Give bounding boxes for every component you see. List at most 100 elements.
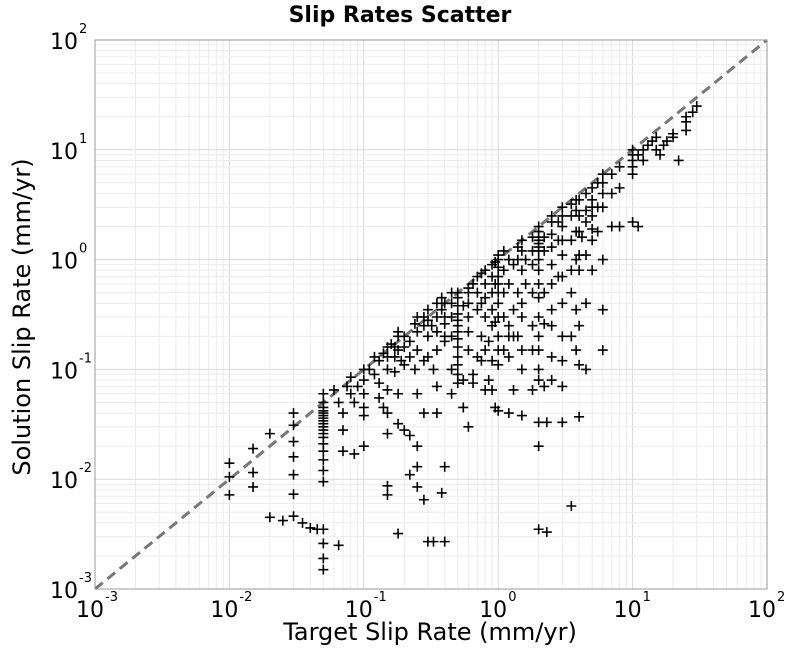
data-point — [557, 235, 568, 246]
data-point — [498, 245, 509, 256]
y-tick: 10-2 — [50, 461, 92, 494]
x-tick-label: 10 — [76, 598, 104, 623]
data-point — [614, 182, 625, 193]
data-point — [480, 278, 491, 289]
data-point — [476, 355, 487, 366]
x-tick-label: 10 — [614, 598, 642, 623]
data-point — [468, 378, 479, 389]
data-point — [533, 441, 544, 452]
data-point — [288, 408, 299, 419]
data-point — [458, 402, 469, 413]
data-point — [458, 300, 469, 311]
data-point — [651, 144, 662, 155]
data-point — [541, 417, 552, 428]
data-point — [580, 188, 591, 199]
data-point — [426, 320, 437, 331]
data-point — [439, 318, 450, 329]
data-point — [574, 265, 585, 276]
data-point — [288, 436, 299, 447]
data-point — [382, 364, 393, 375]
data-point — [422, 331, 433, 342]
x-tick: 10-1 — [345, 590, 387, 623]
data-point — [248, 467, 259, 478]
data-point — [472, 304, 483, 315]
y-tick-label: 10 — [50, 579, 78, 604]
data-point — [337, 408, 348, 419]
data-point — [476, 298, 487, 309]
data-point — [318, 446, 329, 457]
data-point — [337, 425, 348, 436]
y-tick-exponent: -3 — [79, 571, 92, 586]
data-point — [483, 336, 494, 347]
data-point — [328, 384, 339, 395]
data-point — [463, 312, 474, 323]
x-tick: 10-3 — [76, 590, 118, 623]
data-point — [490, 317, 501, 328]
data-point — [557, 202, 568, 213]
data-point — [571, 205, 582, 216]
data-point — [597, 188, 608, 199]
data-point — [539, 245, 550, 256]
data-point — [580, 298, 591, 309]
data-point — [520, 278, 531, 289]
plot-frame — [94, 39, 768, 590]
grid — [94, 40, 767, 590]
data-point — [638, 144, 649, 155]
data-point — [487, 384, 498, 395]
data-point — [480, 312, 491, 323]
data-point — [508, 384, 519, 395]
data-point — [597, 304, 608, 315]
data-point — [446, 364, 457, 375]
y-tick-exponent: 1 — [79, 132, 87, 147]
data-point — [566, 235, 577, 246]
data-point — [382, 408, 393, 419]
data-point — [463, 287, 474, 298]
data-point — [452, 341, 463, 352]
data-point — [288, 489, 299, 500]
data-point — [493, 331, 504, 342]
data-point — [687, 107, 698, 118]
data-point — [337, 446, 348, 457]
data-point — [412, 461, 423, 472]
data-point — [498, 287, 509, 298]
data-point — [389, 366, 400, 377]
data-point — [412, 481, 423, 492]
data-point — [516, 345, 527, 356]
data-point — [512, 331, 523, 342]
data-point — [587, 182, 598, 193]
data-point — [493, 359, 504, 370]
data-point — [597, 254, 608, 265]
data-point — [661, 136, 672, 147]
data-point — [580, 364, 591, 375]
data-point — [404, 430, 415, 441]
data-point — [297, 517, 308, 528]
data-point — [404, 351, 415, 362]
data-point — [382, 480, 393, 491]
data-point — [452, 378, 463, 389]
data-point — [503, 254, 514, 265]
x-tick: 10-2 — [210, 590, 252, 623]
data-point — [533, 364, 544, 375]
data-point — [318, 564, 329, 575]
data-point — [587, 265, 598, 276]
data-point — [345, 372, 356, 383]
data-point — [533, 254, 544, 265]
data-point — [546, 242, 557, 253]
data-point — [557, 210, 568, 221]
x-tick: 102 — [748, 590, 785, 623]
data-point — [503, 408, 514, 419]
data-point — [480, 265, 491, 276]
data-point — [527, 320, 538, 331]
data-point — [655, 149, 666, 160]
data-point — [463, 345, 474, 356]
data-point — [288, 469, 299, 480]
data-point — [557, 417, 568, 428]
data-point — [606, 169, 617, 180]
data-point — [364, 364, 375, 375]
data-point — [483, 375, 494, 386]
data-point — [633, 221, 644, 232]
data-point — [574, 226, 585, 237]
data-point — [574, 194, 585, 205]
